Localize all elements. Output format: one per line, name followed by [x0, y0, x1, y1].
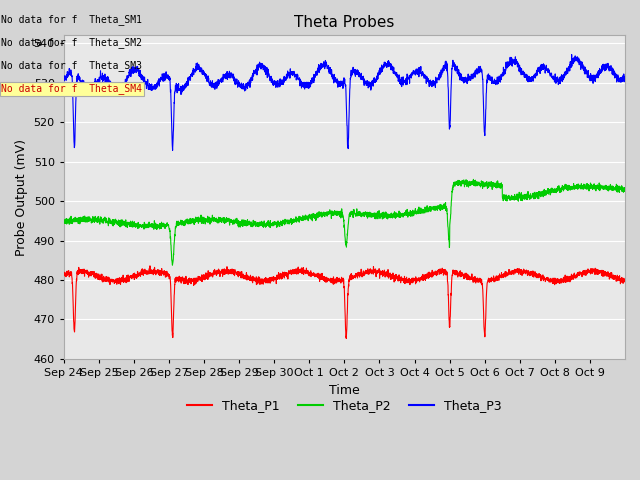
Text: No data for f  Theta_SM1: No data for f Theta_SM1	[1, 14, 142, 25]
X-axis label: Time: Time	[329, 384, 360, 396]
Legend: Theta_P1, Theta_P2, Theta_P3: Theta_P1, Theta_P2, Theta_P3	[182, 395, 507, 418]
Text: No data for f  Theta_SM3: No data for f Theta_SM3	[1, 60, 142, 72]
Title: Theta Probes: Theta Probes	[294, 15, 395, 30]
Text: No data for f  Theta_SM2: No data for f Theta_SM2	[1, 37, 142, 48]
Text: No data for f  Theta_SM4: No data for f Theta_SM4	[1, 84, 142, 95]
Y-axis label: Probe Output (mV): Probe Output (mV)	[15, 139, 28, 256]
